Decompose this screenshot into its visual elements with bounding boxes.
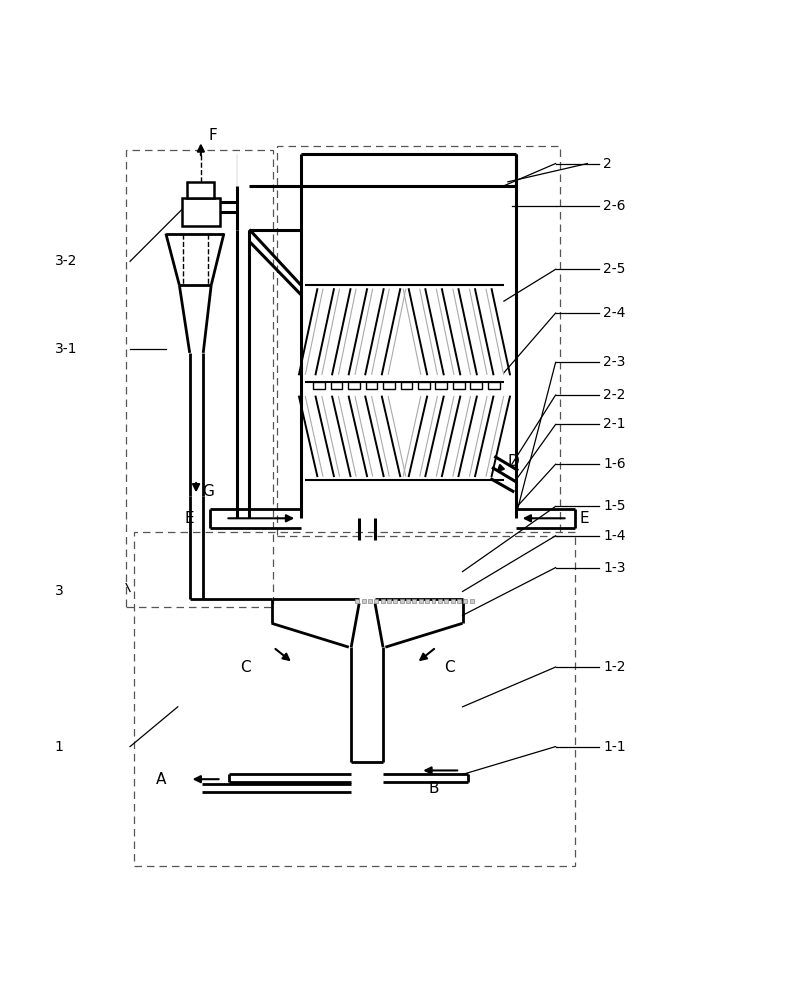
Text: G: G [202, 484, 214, 499]
Text: 1-6: 1-6 [603, 457, 626, 471]
Text: D: D [508, 454, 520, 469]
Bar [463, 599, 467, 603]
Bar [374, 599, 378, 603]
Text: 1-5: 1-5 [603, 499, 626, 513]
Text: 1-4: 1-4 [603, 529, 626, 543]
Text: 3-2: 3-2 [54, 254, 77, 268]
Bar [488, 382, 500, 389]
Bar [400, 382, 413, 389]
Bar [445, 599, 449, 603]
Bar [400, 599, 404, 603]
Bar [393, 599, 397, 603]
Text: 1-1: 1-1 [603, 740, 626, 754]
Bar [436, 382, 448, 389]
Bar [419, 599, 423, 603]
Text: 2-6: 2-6 [603, 199, 626, 213]
Bar [277, 146, 560, 536]
Text: 2-2: 2-2 [603, 388, 626, 402]
Bar [361, 599, 365, 603]
Bar [187, 182, 215, 198]
Bar [453, 382, 465, 389]
Bar [380, 599, 384, 603]
Text: C: C [240, 660, 251, 675]
Bar [331, 382, 343, 389]
Bar [383, 382, 395, 389]
Bar [355, 599, 359, 603]
Text: 3-1: 3-1 [54, 342, 77, 356]
Bar [438, 599, 442, 603]
Bar [134, 532, 575, 866]
Bar [313, 382, 325, 389]
Bar [425, 599, 429, 603]
Bar [387, 599, 391, 603]
Bar [126, 150, 273, 607]
Bar [182, 198, 220, 226]
Bar [413, 599, 417, 603]
Text: B: B [429, 781, 439, 796]
Text: 2-4: 2-4 [603, 306, 626, 320]
Bar [469, 599, 473, 603]
Text: 1-2: 1-2 [603, 660, 626, 674]
Text: E: E [579, 511, 589, 526]
Bar [432, 599, 436, 603]
Text: 1-3: 1-3 [603, 561, 626, 575]
Text: C: C [445, 660, 455, 675]
Text: 1: 1 [54, 740, 63, 754]
Text: 3: 3 [54, 584, 63, 598]
Text: 2-5: 2-5 [603, 262, 626, 276]
Bar [418, 382, 430, 389]
Bar [406, 599, 410, 603]
Bar [348, 382, 360, 389]
Bar [365, 382, 377, 389]
Bar [368, 599, 372, 603]
Text: E: E [184, 511, 194, 526]
Text: 2: 2 [603, 157, 612, 171]
Bar [451, 599, 455, 603]
Text: A: A [155, 772, 166, 787]
Text: 2-1: 2-1 [603, 417, 626, 431]
Text: F: F [209, 128, 218, 143]
Text: 2-3: 2-3 [603, 355, 626, 369]
Bar [457, 599, 461, 603]
Bar [470, 382, 482, 389]
